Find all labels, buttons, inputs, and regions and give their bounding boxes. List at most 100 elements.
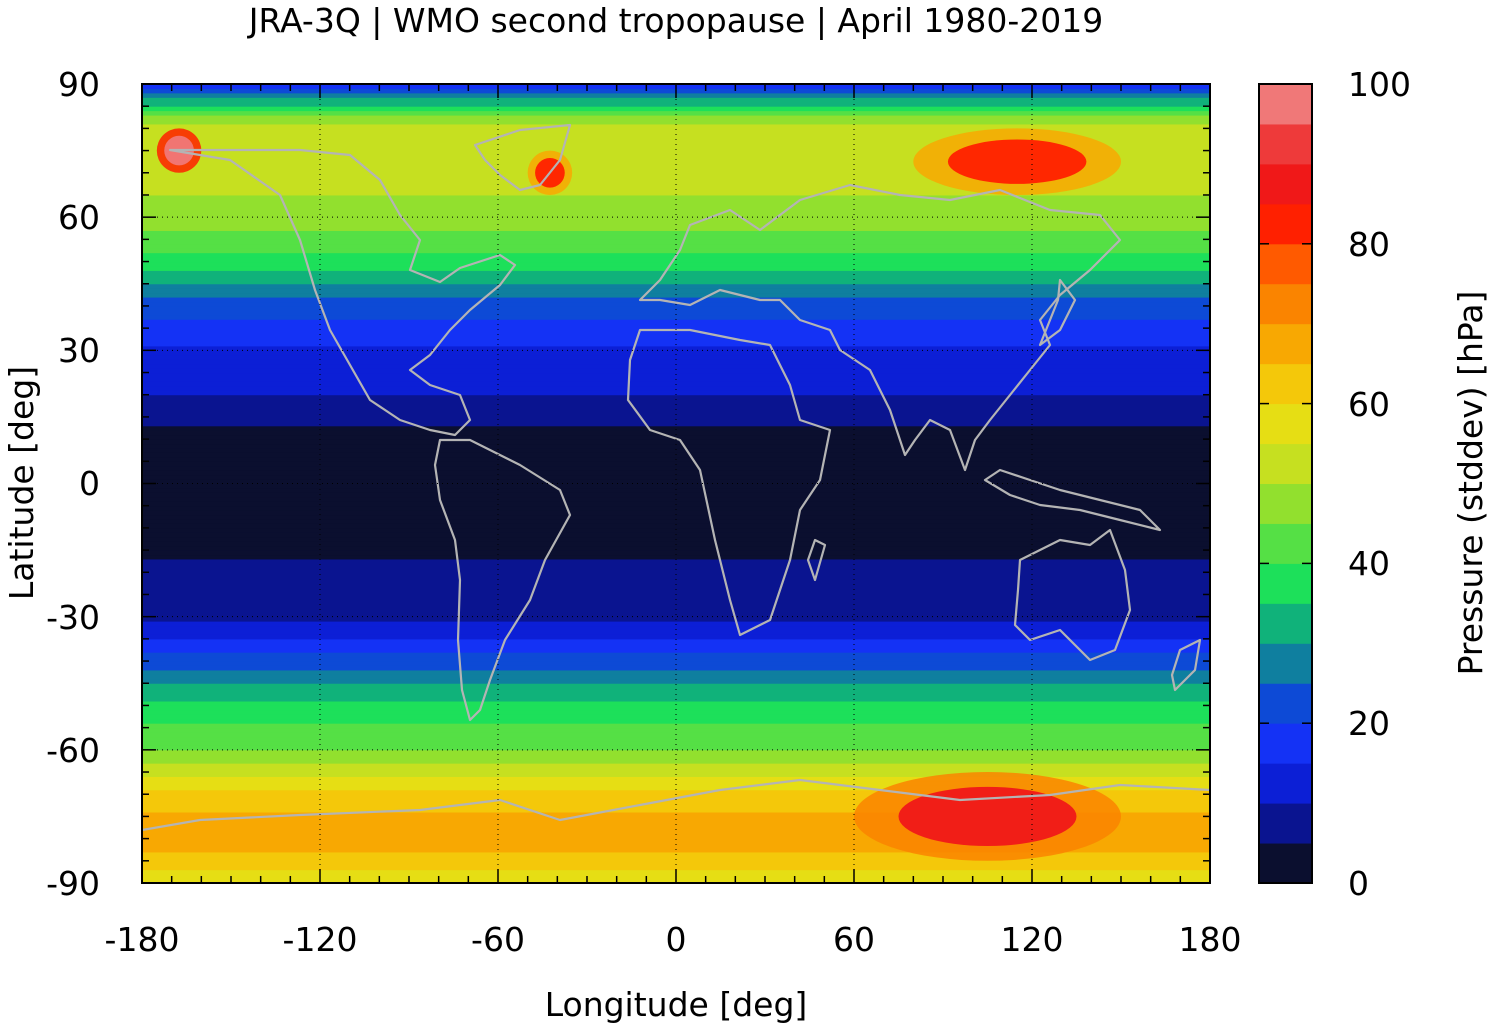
heatmap-band: [142, 505, 1210, 511]
colorbar-tick-label: 20: [1348, 704, 1390, 743]
heatmap-band: [142, 744, 1210, 751]
heatmap-band: [142, 620, 1210, 627]
y-tick-label: -60: [46, 731, 100, 770]
heatmap-band: [142, 198, 1210, 205]
heatmap-band: [142, 718, 1210, 724]
heatmap-band: [142, 704, 1210, 711]
heatmap-band: [142, 265, 1210, 271]
y-tick-label: -30: [46, 598, 100, 637]
heatmap-band: [142, 664, 1210, 671]
heatmap-band: [142, 465, 1210, 471]
heatmap-band: [142, 190, 1210, 196]
heatmap-band: [142, 585, 1210, 591]
heatmap-band: [142, 163, 1210, 169]
axis-ticks: [141, 83, 1211, 884]
heatmap-band: [142, 127, 1210, 134]
coastline-north-america: [168, 148, 517, 437]
heatmap-band: [142, 633, 1210, 640]
heatmap-band: [142, 278, 1210, 285]
heatmap-band: [142, 598, 1210, 604]
heatmap-band: [142, 269, 1210, 276]
heatmap-band: [142, 389, 1210, 396]
heatmap-band: [142, 798, 1210, 804]
heatmap-band: [142, 221, 1210, 227]
heatmap-band: [142, 824, 1210, 831]
heatmap-band: [142, 616, 1210, 622]
heatmap-band: [142, 447, 1210, 453]
colorbar-swatch: [1259, 763, 1312, 804]
colorbar-frame: [1258, 83, 1313, 884]
heatmap-band: [142, 141, 1210, 147]
heatmap-band: [142, 678, 1210, 684]
heatmap-band: [142, 660, 1210, 666]
heatmap-band: [142, 669, 1210, 675]
grid-lines: [142, 84, 1210, 883]
heatmap-band: [142, 820, 1210, 826]
coastline-africa: [626, 328, 832, 637]
y-tick-label: 60: [58, 198, 100, 237]
heatmap-band: [142, 145, 1210, 152]
colorbar-swatch: [1259, 163, 1312, 205]
heatmap-band: [142, 425, 1210, 431]
colorbar-swatch: [1259, 563, 1312, 604]
heatmap-band: [142, 194, 1210, 200]
heatmap-band: [142, 314, 1210, 320]
heatmap-band: [142, 753, 1210, 760]
heatmap-band: [142, 509, 1210, 516]
heatmap-band: [142, 460, 1210, 467]
colorbar-tick-label: 80: [1348, 225, 1390, 264]
colorbar: [1259, 84, 1312, 884]
coastline-japan: [1038, 278, 1077, 347]
heatmap-band: [142, 114, 1210, 121]
y-tick-label: 90: [58, 65, 100, 104]
heatmap-band: [142, 536, 1210, 542]
heatmap-band: [142, 101, 1210, 107]
colorbar-swatch: [1259, 723, 1312, 764]
heatmap-band: [142, 838, 1210, 844]
heatmap-band: [142, 527, 1210, 533]
heatmap-band: [142, 625, 1210, 631]
colorbar-swatch: [1259, 123, 1312, 165]
y-tick-label: -90: [46, 864, 100, 903]
heatmap-band: [142, 287, 1210, 294]
heatmap-band: [142, 576, 1210, 582]
heatmap-band: [142, 380, 1210, 387]
heatmap-band: [142, 589, 1210, 595]
heatmap-band: [142, 518, 1210, 524]
colorbar-swatch: [1259, 643, 1312, 684]
heatmap-band: [142, 261, 1210, 267]
heatmap-band: [142, 522, 1210, 529]
heatmap-band: [142, 181, 1210, 187]
heatmap-band: [142, 580, 1210, 587]
heatmap-band: [142, 349, 1210, 356]
colorbar-swatch: [1259, 243, 1312, 285]
heatmap-band: [142, 132, 1210, 138]
heatmap-band: [142, 367, 1210, 374]
heatmap-hotspot-core: [898, 786, 1077, 847]
colorbar-tick-label: 0: [1348, 864, 1369, 903]
colorbar-swatch: [1259, 483, 1312, 524]
heatmap-band: [142, 385, 1210, 391]
heatmap-band: [142, 722, 1210, 729]
heatmap-band: [142, 483, 1210, 489]
heatmap-band: [142, 438, 1210, 445]
heatmap-band: [142, 323, 1210, 329]
heatmap-band: [142, 403, 1210, 409]
heatmap-band: [142, 545, 1210, 551]
heatmap-band: [142, 860, 1210, 866]
coastline-madagascar: [806, 538, 827, 582]
heatmap-band: [142, 469, 1210, 476]
heatmap-band: [142, 696, 1210, 702]
heatmap-band: [142, 713, 1210, 720]
heatmap-band: [142, 154, 1210, 160]
heatmap-band: [142, 309, 1210, 316]
x-tick-label: -180: [105, 920, 180, 959]
heatmap-band: [142, 855, 1210, 862]
heatmap-band: [142, 629, 1210, 635]
x-tick-label: 180: [1179, 920, 1242, 959]
heatmap-band: [142, 802, 1210, 809]
heatmap-band: [142, 740, 1210, 746]
coastline-greenland: [473, 123, 572, 192]
colorbar-swatch: [1259, 84, 1312, 125]
